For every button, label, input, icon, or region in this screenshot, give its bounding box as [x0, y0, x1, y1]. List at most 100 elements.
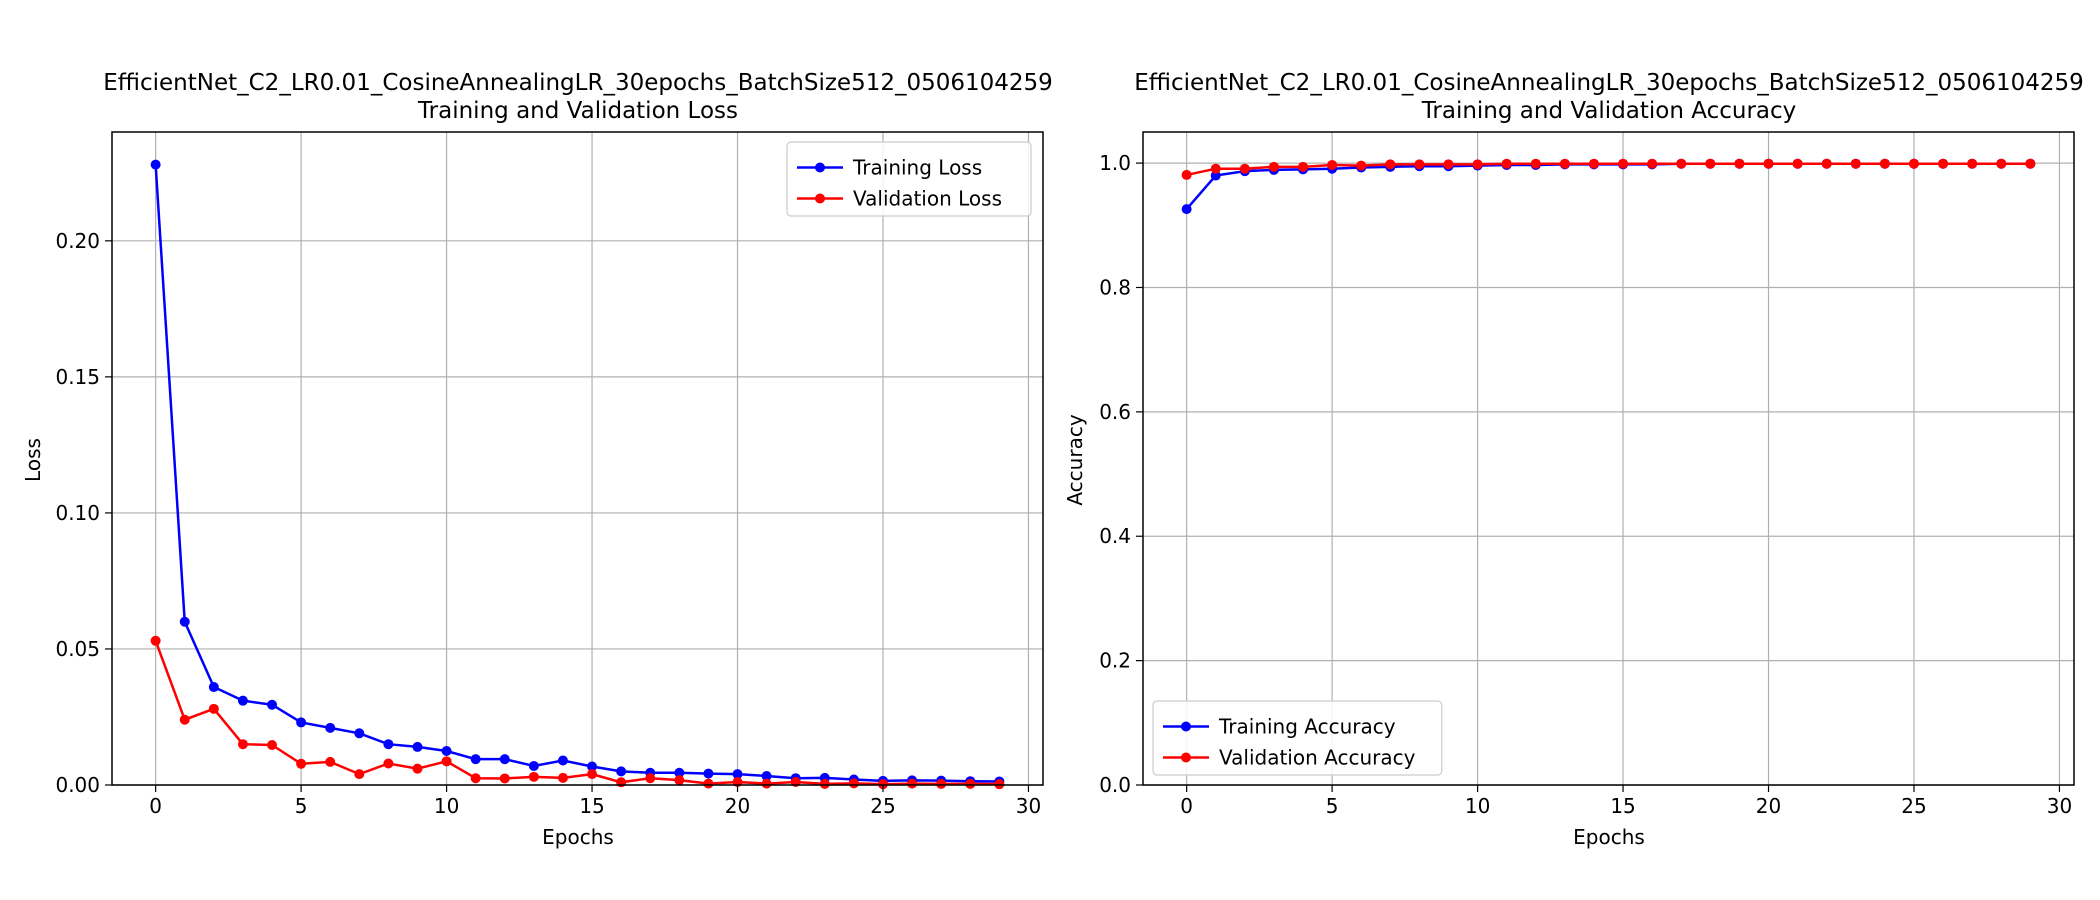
accuracy-chart-validation-accuracy-point	[1356, 160, 1367, 171]
loss-chart-training-loss-point	[296, 717, 307, 728]
loss-chart-xlabel: Epochs	[542, 825, 614, 849]
loss-chart-validation-loss-point	[528, 771, 539, 782]
loss-chart-training-loss-point	[499, 754, 510, 765]
accuracy-chart-validation-accuracy-point	[1559, 158, 1570, 169]
accuracy-chart-legend-box	[1152, 700, 1443, 776]
loss-chart-validation-loss-point	[470, 773, 481, 784]
accuracy-chart-validation-accuracy-point	[1879, 158, 1890, 169]
loss-chart-training-loss-point	[557, 755, 568, 766]
loss-chart-validation-loss-point	[325, 756, 336, 767]
loss-chart-training-loss-point	[412, 741, 423, 752]
loss-chart-legend-box	[786, 141, 1032, 217]
accuracy-chart-xtick-label: 25	[1901, 794, 1926, 818]
loss-chart-training-loss-point	[761, 771, 772, 782]
accuracy-chart-validation-accuracy-point	[1792, 158, 1803, 169]
loss-chart-validation-loss-point	[616, 777, 627, 788]
loss-chart-training-loss-point	[208, 682, 219, 693]
loss-chart-validation-loss-point	[267, 740, 278, 751]
loss-chart-training-loss-point	[179, 616, 190, 627]
accuracy-chart-validation-accuracy-point	[1908, 158, 1919, 169]
accuracy-chart-validation-accuracy-point	[1588, 158, 1599, 169]
loss-chart-validation-loss-point	[645, 773, 656, 784]
accuracy-chart-legend-training-accuracy-marker	[1181, 721, 1191, 732]
loss-chart-xtick-label: 5	[295, 794, 308, 818]
loss-chart-xtick-label: 20	[725, 794, 750, 818]
loss-chart-training-loss-point	[383, 739, 394, 750]
loss-chart-series	[150, 159, 1005, 790]
accuracy-chart-xtick-label: 20	[1756, 794, 1781, 818]
loss-chart-training-loss-point	[703, 768, 714, 779]
loss-chart-validation-loss-point	[441, 756, 452, 767]
accuracy-chart-validation-accuracy-point	[1443, 159, 1454, 170]
loss-chart-legend-training-loss-marker	[815, 162, 825, 173]
accuracy-chart-ticks: 0 5 10 15 20 25 30 0.0 0.2 0.4 0.6 0.8 1.0	[1099, 151, 2072, 818]
accuracy-chart: EfficientNet_C2_LR0.01_CosineAnnealingLR…	[1063, 70, 2084, 849]
accuracy-chart-frame	[1142, 131, 2075, 786]
loss-chart-ytick-label: 0.15	[55, 365, 100, 389]
accuracy-chart-validation-accuracy-point	[1705, 158, 1716, 169]
loss-chart-validation-loss-point	[237, 739, 248, 750]
loss-chart-legend-validation-loss-marker	[815, 193, 825, 204]
accuracy-chart-validation-accuracy-point	[1618, 158, 1629, 169]
loss-chart-validation-loss-point	[965, 778, 976, 789]
loss-chart-training-loss-point	[674, 767, 685, 778]
loss-chart-validation-loss-point	[587, 769, 598, 780]
loss-chart-training-loss-point	[732, 769, 743, 780]
loss-chart-training-loss-point	[470, 754, 481, 765]
accuracy-chart-validation-accuracy-point	[1734, 158, 1745, 169]
loss-chart-validation-loss-point	[179, 714, 190, 725]
loss-chart-ylabel: Loss	[21, 438, 45, 482]
accuracy-chart-validation-accuracy-point	[1938, 158, 1949, 169]
loss-chart-xtick-label: 10	[434, 794, 459, 818]
loss-chart-training-loss-point	[587, 761, 598, 772]
loss-chart-validation-loss-point	[848, 778, 859, 789]
accuracy-chart-validation-accuracy-point	[2025, 158, 2036, 169]
accuracy-chart-xtick-label: 10	[1465, 794, 1490, 818]
accuracy-chart-validation-accuracy-point	[1327, 159, 1338, 170]
accuracy-chart-validation-accuracy-point	[1414, 159, 1425, 170]
accuracy-chart-validation-accuracy-point	[1676, 158, 1687, 169]
loss-chart-validation-loss-point	[150, 635, 161, 646]
accuracy-chart-ytick-label: 0.2	[1099, 649, 1131, 673]
accuracy-chart-title-line2: Training and Validation Accuracy	[1421, 98, 1797, 124]
accuracy-chart-legend: Training Accuracy Validation Accuracy	[1152, 700, 1443, 776]
accuracy-chart-xlabel: Epochs	[1573, 825, 1645, 849]
loss-chart-title-line2: Training and Validation Loss	[417, 98, 738, 124]
accuracy-chart-validation-accuracy-point	[1850, 158, 1861, 169]
loss-chart-xtick-label: 0	[149, 794, 162, 818]
accuracy-chart-legend-validation-accuracy-marker	[1181, 752, 1191, 763]
loss-chart-validation-loss-point	[703, 778, 714, 789]
loss-chart-ytick-label: 0.05	[55, 637, 100, 661]
accuracy-chart-validation-accuracy-point	[1821, 158, 1832, 169]
loss-chart-ticks: 0 5 10 15 20 25 30 0.00 0.05 0.10 0.15 0.20	[55, 229, 1041, 818]
loss-chart-legend-training-loss-label: Training Loss	[852, 156, 982, 180]
loss-chart-validation-loss-point	[383, 758, 394, 769]
accuracy-chart-ytick-label: 0.6	[1099, 400, 1131, 424]
accuracy-chart-validation-accuracy-point	[1530, 158, 1541, 169]
loss-chart-validation-loss-point	[761, 778, 772, 789]
accuracy-chart-validation-accuracy-point	[1181, 169, 1192, 180]
accuracy-chart-validation-accuracy-point	[1268, 161, 1279, 172]
accuracy-chart-title-line1: EfficientNet_C2_LR0.01_CosineAnnealingLR…	[1134, 70, 2084, 96]
loss-chart-training-loss-point	[441, 745, 452, 756]
accuracy-chart-xtick-label: 5	[1326, 794, 1339, 818]
loss-chart-legend: Training Loss Validation Loss	[786, 141, 1032, 217]
accuracy-chart-ylabel: Accuracy	[1063, 414, 1087, 505]
loss-chart-validation-loss-point	[994, 779, 1005, 790]
loss-chart-validation-loss-point	[208, 703, 219, 714]
loss-chart-training-loss-point	[150, 159, 161, 170]
loss-chart-training-loss-point	[354, 728, 365, 739]
loss-chart-validation-loss-point	[877, 779, 888, 790]
loss-chart-training-loss-point	[267, 699, 278, 710]
accuracy-chart-validation-accuracy-point	[1763, 158, 1774, 169]
loss-chart-ytick-label: 0.20	[55, 229, 100, 253]
accuracy-chart-xtick-label: 30	[2047, 794, 2072, 818]
accuracy-chart-validation-accuracy-point	[1501, 158, 1512, 169]
loss-chart-validation-loss-point	[354, 769, 365, 780]
accuracy-chart-validation-accuracy-point	[1472, 159, 1483, 170]
loss-chart-ytick-label: 0.00	[55, 773, 100, 797]
loss-chart-xtick-label: 25	[870, 794, 895, 818]
loss-chart-xtick-label: 15	[579, 794, 604, 818]
